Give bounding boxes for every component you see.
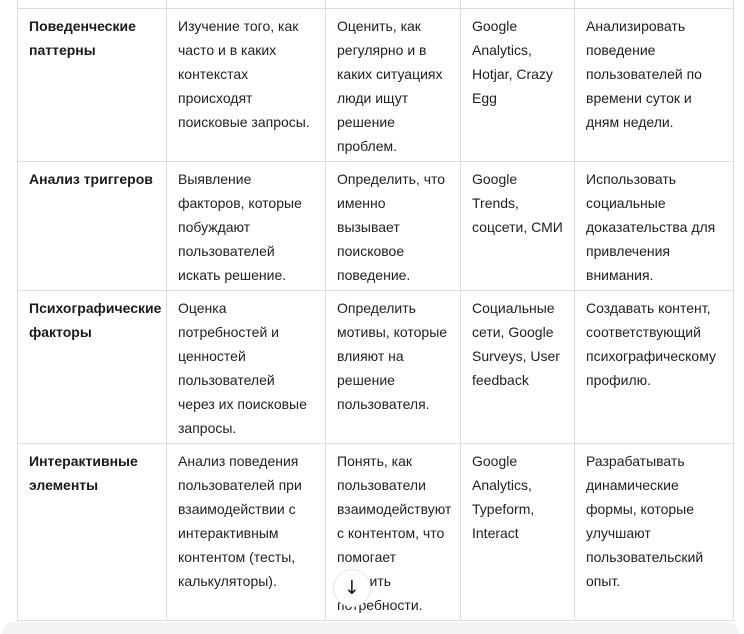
- arrow-down-icon: ↓: [344, 576, 360, 599]
- table-row: Поведенческие паттерны Изучение того, ка…: [17, 8, 734, 162]
- row-header-cell: Анализ триггеров: [17, 161, 167, 291]
- goal-cell: Определить, что именно вызывает поисково…: [325, 161, 461, 291]
- recommendation-cell: Использовать социальные доказательства д…: [574, 161, 734, 291]
- tools-cell: Социальные сети, Google Surveys, User fe…: [460, 290, 575, 444]
- table-cell-empty: [325, 0, 461, 9]
- row-header-cell: Интерактивные элементы: [17, 443, 167, 621]
- table-row: Интерактивные элементы Анализ поведения …: [17, 443, 734, 621]
- table-cell-empty: [574, 0, 734, 9]
- recommendation-cell: Разрабатывать динамические формы, которы…: [574, 443, 734, 621]
- table-row: Психографические факторы Оценка потребно…: [17, 290, 734, 444]
- chat-input-bar[interactable]: [2, 622, 739, 634]
- scroll-to-bottom-button[interactable]: ↓: [333, 569, 371, 607]
- row-header-cell: Психографические факторы: [17, 290, 167, 444]
- table-row: Анализ триггеров Выявление факторов, кот…: [17, 161, 734, 291]
- tools-cell: Google Analytics, Hotjar, Crazy Egg: [460, 8, 575, 162]
- tools-cell: Google Trends, соцсети, СМИ: [460, 161, 575, 291]
- description-cell: Анализ поведения пользователей при взаим…: [166, 443, 326, 621]
- recommendation-cell: Анализировать поведение пользователей по…: [574, 8, 734, 162]
- user-behavior-analysis-table: Поведенческие паттерны Изучение того, ка…: [17, 0, 734, 621]
- row-header-cell: Поведенческие паттерны: [17, 8, 167, 162]
- tools-cell: Google Analytics, Typeform, Interact: [460, 443, 575, 621]
- recommendation-cell: Создавать контент, соответствующий психо…: [574, 290, 734, 444]
- description-cell: Изучение того, как часто и в каких конте…: [166, 8, 326, 162]
- description-cell: Оценка потребностей и ценностей пользова…: [166, 290, 326, 444]
- goal-cell: Оценить, как регулярно и в каких ситуаци…: [325, 8, 461, 162]
- table-row-partial: [17, 0, 734, 9]
- table-cell-empty: [460, 0, 575, 9]
- table-cell-empty: [166, 0, 326, 9]
- goal-cell: Определить мотивы, которые влияют на реш…: [325, 290, 461, 444]
- description-cell: Выявление факторов, которые побуждают по…: [166, 161, 326, 291]
- table-cell-empty: [17, 0, 167, 9]
